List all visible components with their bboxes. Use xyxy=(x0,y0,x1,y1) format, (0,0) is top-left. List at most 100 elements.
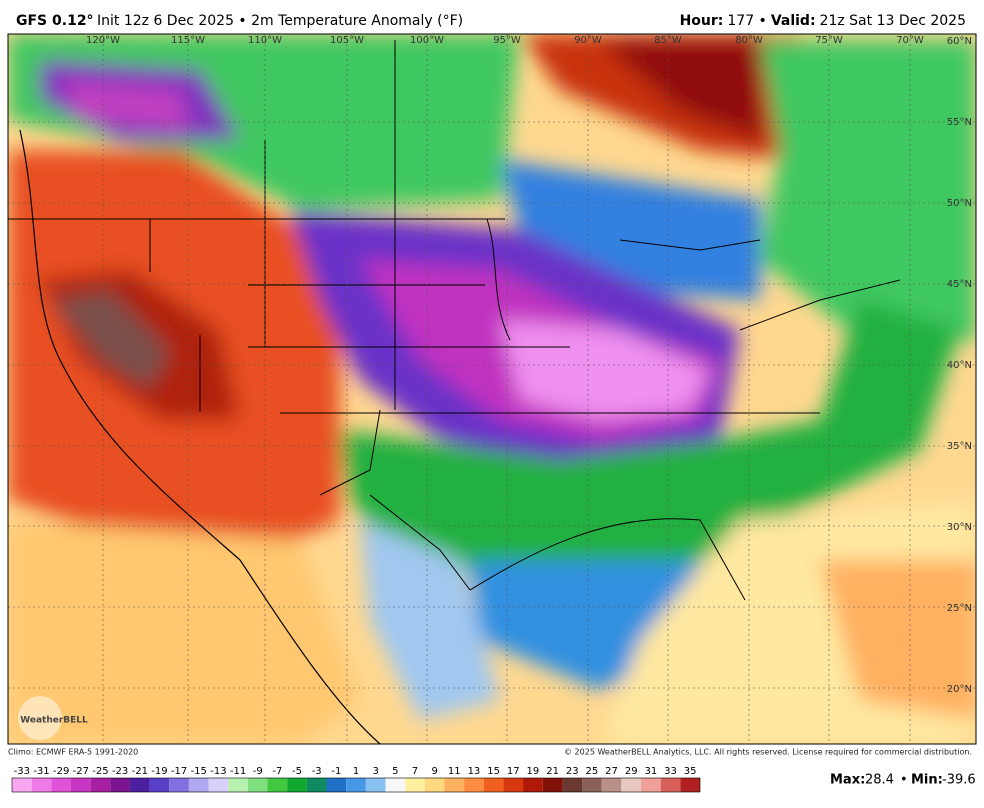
colorbar-label: 17 xyxy=(507,766,520,777)
colorbar-box xyxy=(660,778,681,792)
colorbar-label: 9 xyxy=(431,766,437,777)
longitude-label: 80°W xyxy=(735,35,763,46)
longitude-label: 70°W xyxy=(896,35,924,46)
colorbar-label: 13 xyxy=(468,766,481,777)
colorbar-label: 23 xyxy=(566,766,579,777)
colorbar-box xyxy=(169,778,189,792)
longitude-label: 85°W xyxy=(654,35,682,46)
colorbar-box xyxy=(424,778,445,792)
latitude-label: 50°N xyxy=(947,198,972,209)
latitude-label: 55°N xyxy=(947,117,972,128)
colorbar-box xyxy=(562,778,583,792)
colorbar-label: -23 xyxy=(112,766,128,777)
colorbar-label: 31 xyxy=(644,766,657,777)
climo: Climo: ECMWF ERA-5 1991-2020 xyxy=(8,748,138,757)
latitude-label: 30°N xyxy=(947,522,972,533)
longitude-label: 90°W xyxy=(574,35,602,46)
colorbar-label: 19 xyxy=(527,766,540,777)
colorbar-box xyxy=(12,778,32,792)
colorbar-label: 11 xyxy=(448,766,461,777)
model: GFS 0.12° xyxy=(16,13,94,29)
colorbar-box xyxy=(267,778,288,792)
colorbar-label: -17 xyxy=(171,766,187,777)
colorbar-label: -1 xyxy=(331,766,341,777)
longitude-label: 100°W xyxy=(410,35,444,46)
colorbar-box xyxy=(110,778,130,792)
colorbar-label: -13 xyxy=(210,766,226,777)
colorbar-label: 35 xyxy=(684,766,697,777)
copyright: © 2025 WeatherBELL Analytics, LLC. All r… xyxy=(564,748,972,757)
logo: WeatherBELL xyxy=(20,716,88,726)
min: -39.6 xyxy=(942,773,976,788)
header-item: Valid: xyxy=(771,13,816,29)
graticule xyxy=(8,34,976,744)
colorbar-label: 21 xyxy=(546,766,559,777)
colorbar-label: -3 xyxy=(312,766,322,777)
colorbar-label: 27 xyxy=(605,766,618,777)
colorbar-box xyxy=(582,778,602,792)
longitude-label: 110°W xyxy=(248,35,282,46)
colorbar-box xyxy=(306,778,327,792)
colorbar-box xyxy=(503,778,524,792)
separator: • xyxy=(900,773,908,788)
colorbar-box xyxy=(641,778,661,792)
colorbar-box xyxy=(680,778,700,792)
colorbar-box xyxy=(188,778,209,792)
colorbar-box xyxy=(601,778,622,792)
header-item: 177 • xyxy=(727,13,766,29)
colorbar-label: -9 xyxy=(253,766,263,777)
colorbar-box xyxy=(464,778,484,792)
longitude-label: 75°W xyxy=(815,35,843,46)
header-item: Hour: xyxy=(680,13,724,29)
colorbar-box xyxy=(444,778,465,792)
colorbar-label: -21 xyxy=(132,766,148,777)
colorbar-box xyxy=(149,778,170,792)
longitude-label: 95°W xyxy=(493,35,521,46)
latitude-label: 35°N xyxy=(947,441,972,452)
colorbar-label: -31 xyxy=(33,766,49,777)
colorbar-box xyxy=(621,778,642,792)
colorbar-frame xyxy=(11,777,701,793)
colorbar-box xyxy=(385,778,406,792)
colorbar-box xyxy=(483,778,504,792)
colorbar-box xyxy=(70,778,91,792)
min-label: Min: xyxy=(911,773,943,788)
logo-mark xyxy=(18,696,62,740)
latitude-label: 40°N xyxy=(947,360,972,371)
colorbar-box xyxy=(523,778,543,792)
colorbar-box xyxy=(326,778,347,792)
header-item: 21z Sat 13 Dec 2025 xyxy=(820,13,966,29)
map-frame xyxy=(7,33,977,745)
colorbar-label: 7 xyxy=(412,766,418,777)
colorbar-box xyxy=(90,778,111,792)
colorbar-label: -27 xyxy=(73,766,89,777)
longitude-label: 120°W xyxy=(86,35,120,46)
latitude-label: 45°N xyxy=(947,279,972,290)
colorbar-box xyxy=(51,778,71,792)
colorbar-label: 33 xyxy=(664,766,677,777)
colorbar-label: -15 xyxy=(191,766,207,777)
latitude-label: 25°N xyxy=(947,603,972,614)
colorbar-label: -29 xyxy=(53,766,69,777)
max-label: Max: xyxy=(830,773,865,788)
map: WeatherBELL 120°W 115°W 110°W 105°W 100°W 95°… xyxy=(8,34,976,744)
colorbar: -33 -31 -29 -27 -25 -23 -21 -19 -17 -15 -13 -1 1 -9 -7… xyxy=(11,766,701,793)
colorbar-box xyxy=(208,778,229,792)
latitude-label: 20°N xyxy=(947,684,972,695)
longitude-label: 115°W xyxy=(171,35,205,46)
latitude-label: 60°N xyxy=(947,36,972,47)
colorbar-label: -25 xyxy=(92,766,108,777)
colorbar-label: -5 xyxy=(292,766,302,777)
colorbar-label: 5 xyxy=(392,766,398,777)
colorbar-box xyxy=(228,778,248,792)
colorbar-label: 1 xyxy=(353,766,359,777)
colorbar-label: 29 xyxy=(625,766,638,777)
colorbar-label: -19 xyxy=(151,766,167,777)
colorbar-box xyxy=(31,778,52,792)
colorbar-label: -7 xyxy=(272,766,282,777)
colorbar-label: -33 xyxy=(14,766,30,777)
boundaries xyxy=(8,40,901,744)
colorbar-box xyxy=(346,778,366,792)
